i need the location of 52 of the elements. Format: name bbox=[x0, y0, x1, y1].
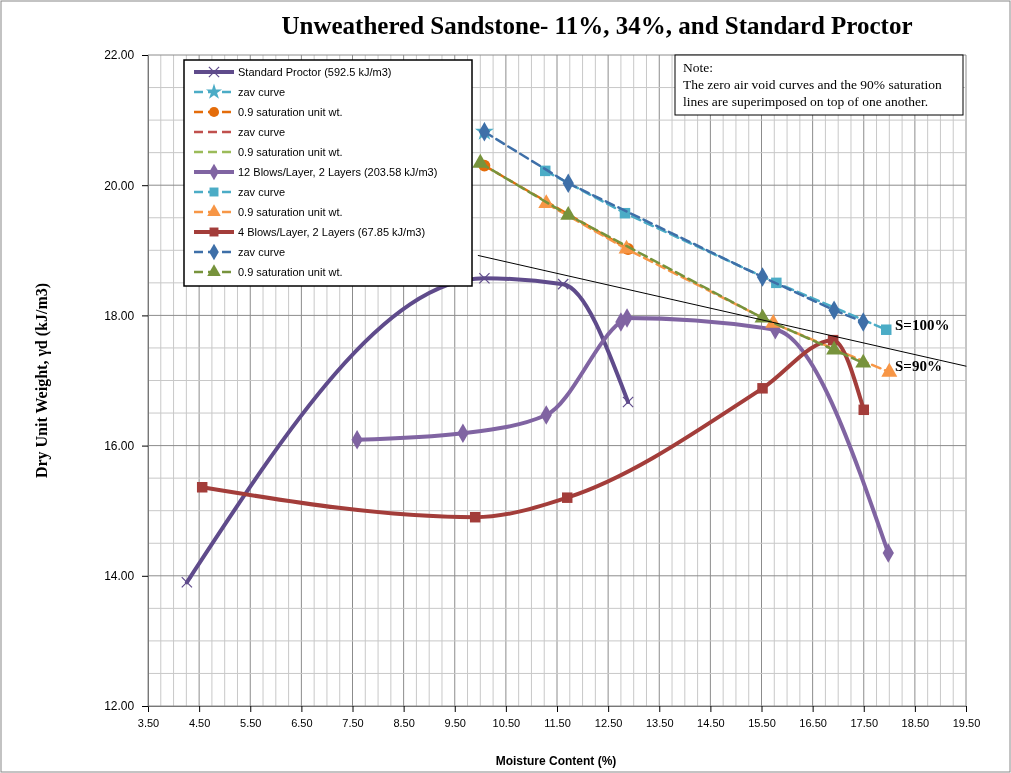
x-tick-label: 12.50 bbox=[594, 717, 623, 730]
legend-label: 0.9 saturation unit wt. bbox=[238, 266, 343, 278]
annotation: Note: bbox=[683, 60, 713, 75]
x-tick-label: 18.50 bbox=[901, 717, 930, 730]
point bbox=[561, 492, 573, 503]
x-tick-label: 4.50 bbox=[188, 717, 211, 730]
annotation: S=100% bbox=[895, 317, 950, 333]
legend-label: 0.9 saturation unit wt. bbox=[238, 206, 343, 218]
point bbox=[181, 576, 193, 589]
y-tick-label: 14.00 bbox=[104, 569, 135, 584]
y-tick-label: 22.00 bbox=[104, 48, 135, 63]
x-tick-label: 13.50 bbox=[645, 717, 674, 730]
y-tick-label: 16.00 bbox=[104, 438, 135, 453]
y-axis-title: Dry Unit Weight, γd (kJ/m3) bbox=[33, 282, 51, 479]
x-tick-label: 7.50 bbox=[342, 717, 364, 730]
legend-label: zav curve bbox=[238, 246, 286, 258]
legend-label: zav curve bbox=[238, 86, 286, 98]
x-tick-label: 10.50 bbox=[492, 717, 521, 730]
point bbox=[622, 396, 634, 408]
x-tick-label: 5.50 bbox=[240, 717, 262, 730]
x-tick-label: 16.50 bbox=[799, 717, 827, 730]
y-tick-label: 18.00 bbox=[104, 308, 135, 323]
legend-label: 4 Blows/Layer, 2 Layers (67.85 kJ/m3) bbox=[238, 226, 426, 238]
point bbox=[757, 383, 768, 394]
x-tick-label: 8.50 bbox=[393, 717, 415, 730]
x-tick-label: 15.50 bbox=[748, 717, 776, 730]
legend-label: zav curve bbox=[238, 186, 286, 198]
x-tick-label: 11.50 bbox=[544, 717, 571, 730]
legend-label: 0.9 saturation unit wt. bbox=[238, 146, 343, 158]
x-tick-label: 6.50 bbox=[291, 717, 313, 730]
point bbox=[196, 482, 208, 493]
y-tick-label: 20.00 bbox=[104, 178, 135, 193]
point bbox=[478, 272, 491, 285]
point bbox=[858, 404, 869, 416]
y-tick-label: 12.00 bbox=[104, 699, 135, 714]
x-axis-title: Moisture Content (%) bbox=[495, 754, 617, 768]
x-tick-label: 14.50 bbox=[697, 717, 725, 730]
annotation: The zero air void curves and the 90% saturation lines are superimposed on top of one another. bbox=[683, 77, 942, 109]
x-tick-label: 17.50 bbox=[850, 717, 879, 730]
point bbox=[881, 324, 892, 335]
legend-label: zav curve bbox=[238, 126, 286, 138]
point bbox=[469, 511, 481, 523]
annotation: S=90% bbox=[895, 358, 942, 374]
legend-label: 12 Blows/Layer, 2 Layers (203.58 kJ/m3) bbox=[238, 166, 438, 178]
chart-title: Unweathered Sandstone- 11%, 34%, and Standard Proctor bbox=[281, 12, 913, 39]
x-tick-label: 19.50 bbox=[952, 717, 981, 730]
x-tick-label: 3.50 bbox=[137, 717, 160, 730]
note-box: Note: The zero air void curves and the 90% saturation lines are superimposed on top of one another. bbox=[674, 54, 964, 116]
x-tick-label: 9.50 bbox=[444, 717, 466, 730]
legend-label: Standard Proctor (592.5 kJ/m3) bbox=[238, 66, 392, 78]
point bbox=[557, 278, 569, 290]
legend-label: 0.9 saturation unit wt. bbox=[238, 106, 343, 118]
